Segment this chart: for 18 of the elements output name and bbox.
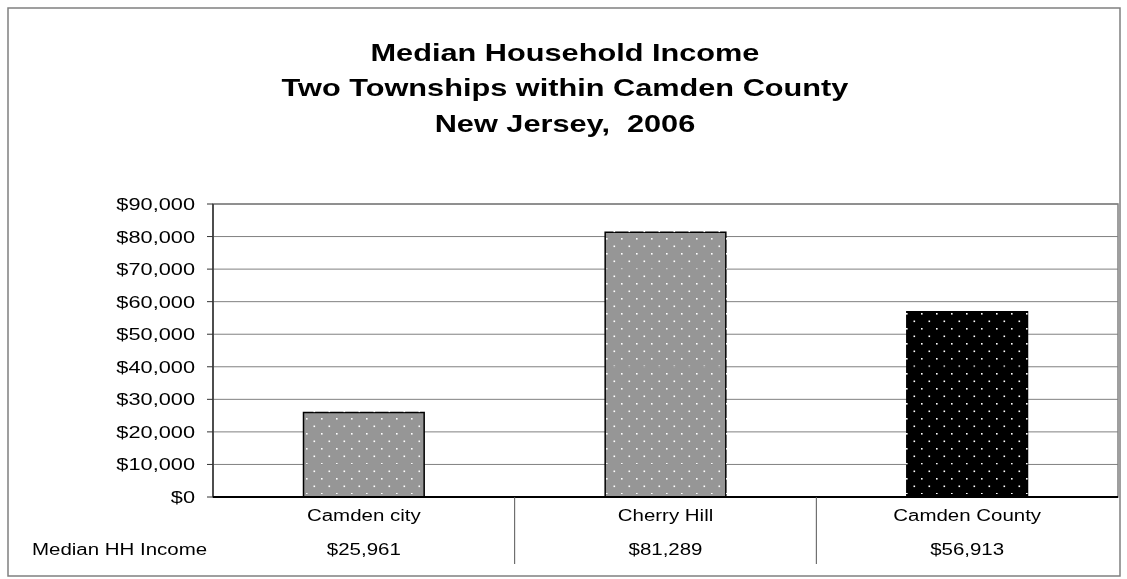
y-tick-label: $50,000 xyxy=(116,324,196,344)
x-tick-label: Camden County xyxy=(893,506,1042,525)
y-tick-label: $80,000 xyxy=(116,226,196,246)
y-tick-label: $90,000 xyxy=(116,194,196,214)
y-tick-label: $60,000 xyxy=(116,291,196,312)
data-label: $81,289 xyxy=(628,540,703,559)
x-tick-label: Cherry Hill xyxy=(617,506,714,525)
y-tick-label: $20,000 xyxy=(116,422,196,442)
x-tick-label: Camden city xyxy=(306,506,422,525)
y-tick-label: $30,000 xyxy=(116,389,196,409)
data-label: $25,961 xyxy=(326,540,401,559)
y-tick-label: $0 xyxy=(170,487,196,507)
y-tick-label: $70,000 xyxy=(116,259,196,279)
y-tick-label: $10,000 xyxy=(116,454,196,474)
y-tick-label: $40,000 xyxy=(116,357,196,377)
text: Median HH Income xyxy=(32,540,208,559)
data-label: $56,913 xyxy=(930,540,1005,559)
chart-title: Median Household Income Two Townships within Camden County New Jersey, 2006 xyxy=(281,39,850,138)
